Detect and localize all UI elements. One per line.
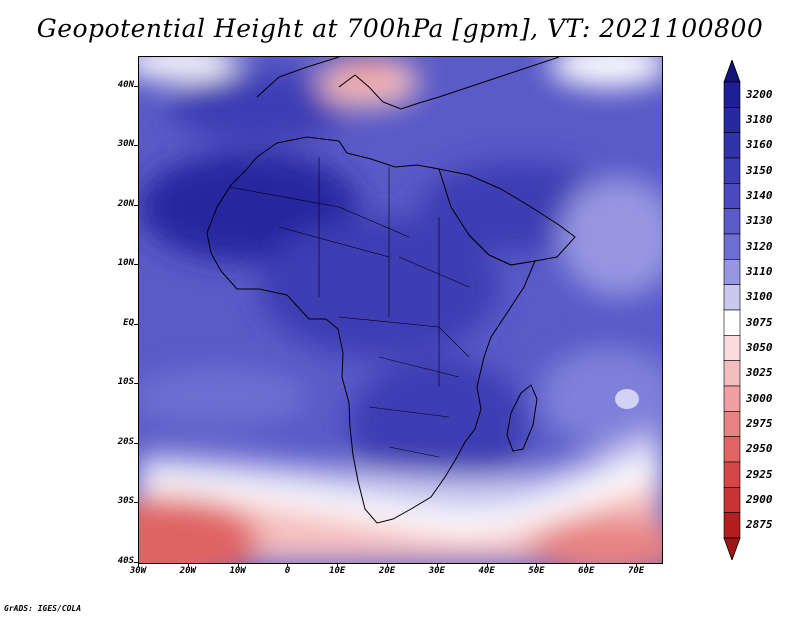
lon-tick-label: 40E — [478, 566, 495, 576]
lon-tick-label: 60E — [578, 566, 595, 576]
africa-coastline — [206, 136, 536, 524]
colorbar-level-label: 3140 — [746, 189, 773, 202]
geopotential-height-field — [139, 57, 662, 563]
lon-tick-label: 10W — [229, 566, 246, 576]
colorbar-level-label: 3100 — [746, 290, 773, 304]
lon-tick-mark — [387, 563, 389, 567]
lat-tick-mark — [134, 323, 138, 325]
lat-tick-label: 40S — [117, 556, 134, 566]
colorbar-level-label: 2900 — [746, 493, 773, 506]
lon-tick-label: 20E — [378, 566, 396, 576]
colorbar-swatch — [723, 259, 741, 285]
lon-tick-mark — [337, 563, 339, 567]
colorbar-swatch — [723, 487, 741, 513]
colorbar-level-label: 3000 — [746, 391, 773, 405]
colorbar-level-label: 2975 — [746, 417, 773, 430]
lon-tick-mark — [287, 563, 289, 567]
colorbar-level-label: 3160 — [746, 138, 773, 152]
footer-credit: GrADS: IGES/COLA — [4, 604, 82, 613]
colorbar-swatch — [723, 233, 741, 260]
lon-tick-label: 30E — [428, 566, 445, 576]
lon-tick-label: 30W — [129, 566, 147, 576]
colorbar-level-label: 2925 — [746, 467, 773, 481]
colorbar-swatch — [723, 411, 741, 437]
lat-tick-label: EQ — [123, 317, 134, 328]
colorbar-swatch — [723, 360, 741, 387]
colorbar-top-arrow — [723, 60, 741, 83]
colorbar-swatch — [723, 385, 741, 412]
lat-tick-mark — [134, 204, 138, 206]
lon-tick-label: 10E — [329, 566, 346, 576]
lon-tick-label: 70E — [627, 566, 645, 576]
colorbar-swatch — [723, 81, 741, 108]
colorbar-level-label: 3130 — [746, 214, 773, 228]
colorbar-swatch — [723, 157, 741, 184]
map-title: Geopotential Height at 700hPa [gpm], VT:… — [36, 14, 764, 43]
lat-tick-mark — [134, 442, 138, 444]
colorbar-swatch — [723, 132, 741, 159]
colorbar-level-label: 3050 — [746, 341, 773, 354]
europe-coastline — [256, 57, 560, 110]
colorbar-level-label: 3025 — [746, 366, 773, 380]
lat-tick-mark — [134, 502, 138, 504]
colorbar-bottom-arrow — [723, 537, 741, 560]
lon-tick-mark — [138, 563, 139, 567]
lon-tick-mark — [436, 563, 438, 567]
colorbar-level-label: 3110 — [746, 265, 773, 278]
lat-tick-label: 40N — [117, 79, 134, 90]
lat-tick-label: 20N — [117, 198, 134, 209]
lon-tick-mark — [536, 563, 538, 567]
lat-tick-label: 10N — [117, 258, 134, 269]
map-panel — [138, 56, 663, 564]
lat-tick-label: 20S — [117, 436, 134, 447]
lat-tick-label: 10S — [117, 377, 134, 388]
colorbar-level-label: 2875 — [746, 518, 773, 532]
lon-tick-mark — [586, 563, 588, 567]
lat-tick-mark — [134, 562, 138, 563]
colorbar-swatch — [723, 284, 741, 311]
lon-tick-label: 20W — [179, 566, 196, 576]
colorbar-level-label: 2950 — [746, 442, 773, 456]
colorbar-swatch — [723, 309, 741, 336]
arabia-coastline — [438, 168, 576, 266]
lat-tick-label: 30N — [117, 139, 134, 150]
colorbar-swatch — [723, 183, 741, 209]
colorbar-level-label: 3150 — [746, 163, 773, 177]
colorbar-level-label: 3180 — [746, 113, 773, 126]
lon-tick-label: 50E — [528, 566, 545, 576]
lon-tick-label: 0 — [284, 566, 291, 576]
colorbar-level-label: 3120 — [746, 239, 773, 253]
lon-tick-mark — [187, 563, 189, 567]
lat-tick-mark — [134, 145, 138, 147]
colorbar-swatch — [723, 107, 741, 133]
lon-tick-mark — [237, 563, 239, 567]
colorbar-swatch — [723, 461, 741, 488]
colorbar-swatch — [723, 208, 741, 235]
colorbar-swatch — [723, 335, 741, 361]
lat-tick-mark — [134, 383, 138, 385]
colorbar-level-label: 3200 — [746, 87, 773, 101]
lon-tick-mark — [486, 563, 488, 567]
lat-tick-mark — [134, 264, 138, 266]
colorbar-swatch — [723, 512, 741, 539]
colorbar-level-label: 3075 — [746, 315, 773, 329]
lon-tick-mark — [636, 563, 638, 567]
lat-tick-label: 30S — [117, 496, 134, 507]
lat-tick-mark — [134, 85, 138, 87]
colorbar — [723, 60, 741, 560]
madagascar — [506, 384, 538, 452]
colorbar-swatch — [723, 436, 741, 463]
